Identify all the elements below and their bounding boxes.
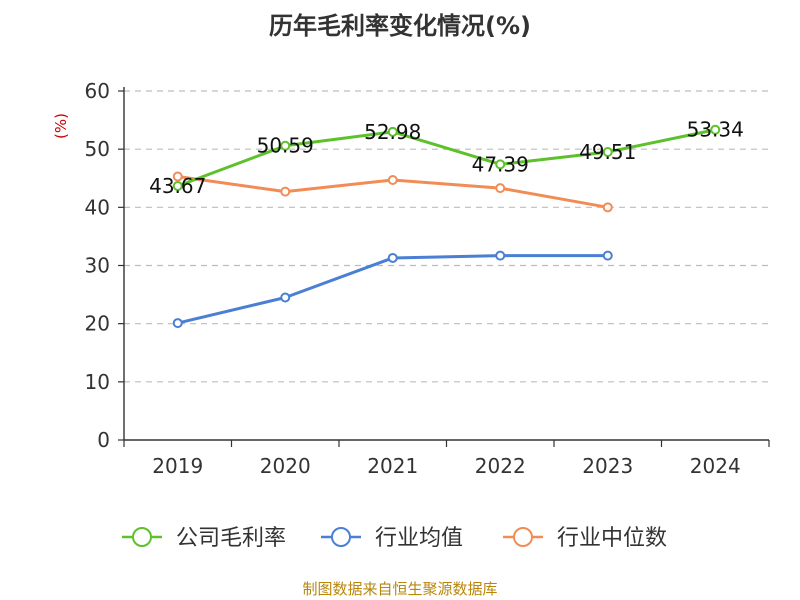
grid: [124, 90, 769, 383]
legend-label: 行业中位数: [557, 526, 667, 551]
y-tick-label: 30: [85, 254, 110, 278]
x-tick-label: 2022: [475, 454, 526, 478]
data-point: [280, 186, 291, 197]
y-tick-label: 0: [97, 428, 110, 452]
data-point: [710, 124, 721, 135]
legend-label: 公司毛利率: [176, 526, 286, 551]
data-point: [387, 252, 398, 263]
legend-marker: [132, 527, 152, 547]
x-tick-label: 2021: [367, 454, 418, 478]
y-axis-unit: (%): [52, 113, 70, 139]
legend-label: 行业均值: [375, 526, 463, 551]
data-point: [280, 292, 291, 303]
data-point: [495, 250, 506, 261]
data-point: [172, 318, 183, 329]
data-label: 43.67: [149, 174, 206, 198]
legend-item: 行业中位数: [503, 526, 667, 551]
data-label: 53.34: [687, 118, 744, 142]
x-tick-label: 2023: [582, 454, 633, 478]
data-point: [602, 250, 613, 261]
data-point: [602, 202, 613, 213]
legend-marker: [331, 527, 351, 547]
x-tick-label: 2020: [260, 454, 311, 478]
legend: 公司毛利率 行业均值 行业中位数: [122, 526, 667, 551]
series-layer: [172, 124, 721, 329]
y-tick-label: 10: [85, 370, 110, 394]
data-label: 52.98: [364, 120, 421, 144]
y-tick-label: 50: [85, 137, 110, 161]
data-point: [495, 159, 506, 170]
data-label: 49.51: [579, 140, 636, 164]
data-point: [280, 140, 291, 151]
legend-item: 行业均值: [321, 526, 463, 551]
x-tick-label: 2024: [690, 454, 741, 478]
x-tick-label: 2019: [152, 454, 203, 478]
data-label: 47.39: [472, 152, 529, 176]
source-note: 制图数据来自恒生聚源数据库: [302, 580, 497, 598]
data-point: [387, 174, 398, 185]
data-point: [495, 183, 506, 194]
y-tick-label: 40: [85, 195, 110, 219]
legend-marker: [513, 527, 533, 547]
data-point: [172, 171, 183, 182]
y-tick-label: 20: [85, 312, 110, 336]
legend-item: 公司毛利率: [122, 526, 286, 551]
data-label: 50.59: [257, 134, 314, 158]
chart-title: 历年毛利率变化情况(%): [269, 12, 531, 40]
y-tick-label: 60: [85, 79, 110, 103]
data-point: [602, 147, 613, 158]
data-point: [387, 126, 398, 137]
data-labels: 43.67 50.59 52.98 47.39 49.51 53.34: [149, 118, 744, 198]
series-line: [176, 128, 717, 188]
axes: 0 10 20 30 40 50 60 2019 2020 2021 2022 2023 2024: [85, 79, 770, 478]
data-point: [172, 180, 183, 191]
